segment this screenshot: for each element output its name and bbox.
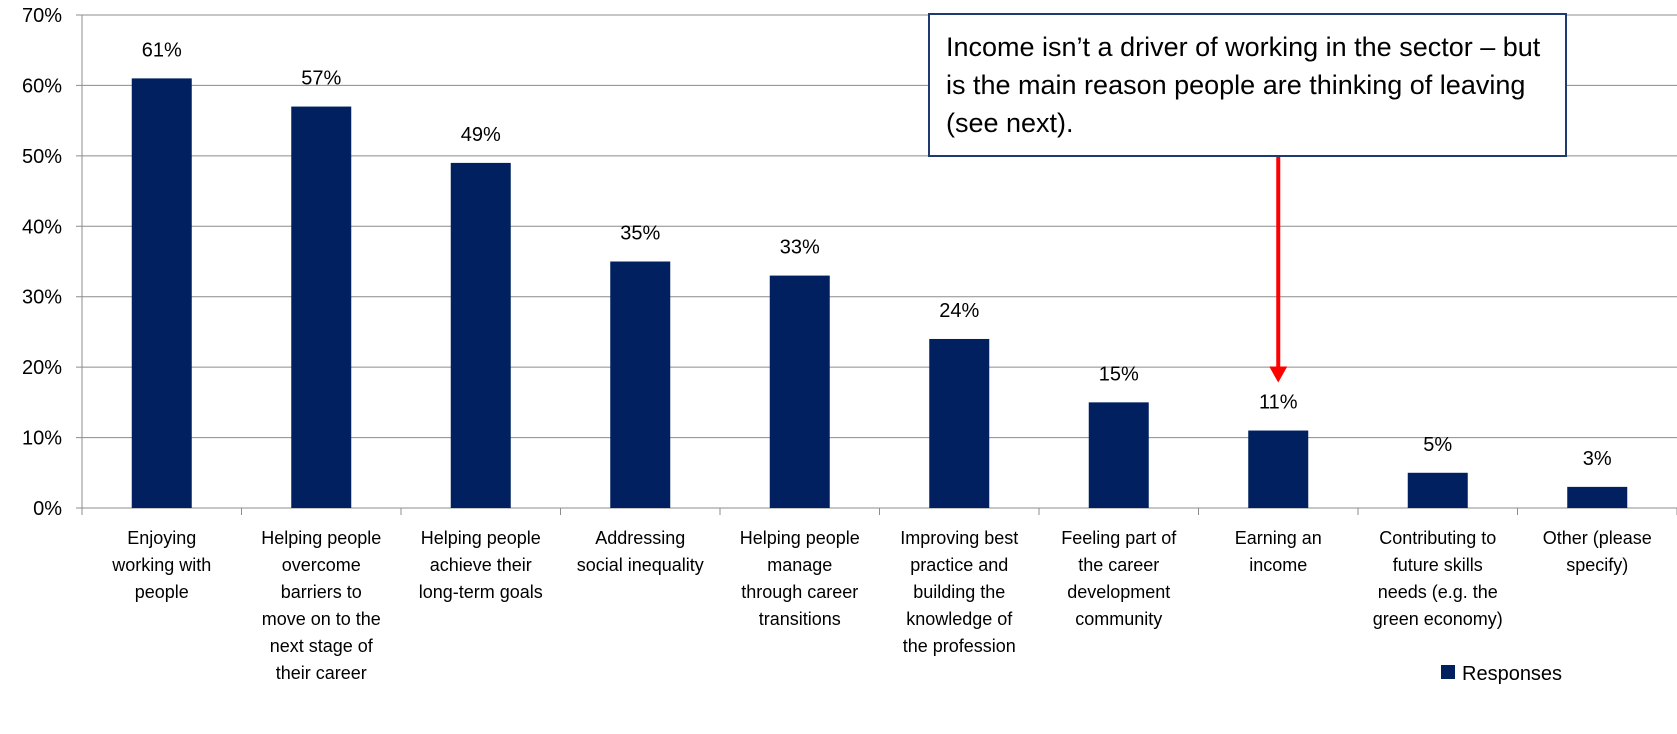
bar bbox=[450, 162, 511, 508]
data-label: 24% bbox=[939, 300, 979, 322]
y-tick-label: 70% bbox=[22, 5, 62, 27]
category-label-line: Helping people bbox=[261, 528, 381, 548]
category-label-line: their career bbox=[276, 663, 367, 683]
category-label-line: needs (e.g. the bbox=[1378, 582, 1498, 602]
y-tick-label: 30% bbox=[22, 287, 62, 309]
category-label-line: manage bbox=[767, 555, 832, 575]
category-label-line: income bbox=[1249, 555, 1307, 575]
annotation-callout: Income isn’t a driver of working in the … bbox=[928, 13, 1567, 157]
category-label: Improving best practice and building the kn… bbox=[900, 528, 1018, 656]
category-label-line: people bbox=[135, 582, 189, 602]
bar bbox=[291, 106, 352, 509]
category-label: Helping people achieve their long-term goa… bbox=[419, 528, 543, 602]
bar bbox=[769, 275, 830, 508]
y-tick-label: 50% bbox=[22, 146, 62, 168]
category-label: Helping people manage through career transi… bbox=[740, 528, 860, 629]
category-label: Other (please specify) bbox=[1543, 528, 1652, 575]
category-label-line: Enjoying bbox=[127, 528, 196, 548]
y-tick-label: 20% bbox=[22, 357, 62, 379]
category-label-line: the career bbox=[1078, 555, 1159, 575]
bar bbox=[131, 78, 192, 508]
y-tick-label: 0% bbox=[33, 498, 62, 520]
category-label-line: Addressing bbox=[595, 528, 685, 548]
category-label-line: long-term goals bbox=[419, 582, 543, 602]
data-label: 33% bbox=[780, 237, 820, 259]
category-label: Helping people overcome barriers to move on… bbox=[261, 528, 381, 683]
legend-swatch bbox=[1441, 665, 1455, 679]
data-label: 61% bbox=[142, 39, 182, 61]
category-label-line: the profession bbox=[903, 636, 1016, 656]
category-label-line: Feeling part of bbox=[1061, 528, 1177, 548]
bars bbox=[131, 78, 1628, 509]
category-label: Addressing social inequality bbox=[577, 528, 704, 575]
annotation-arrow bbox=[1269, 157, 1288, 383]
category-label-line: working with bbox=[111, 555, 211, 575]
category-label-line: next stage of bbox=[270, 636, 374, 656]
category-label-line: Contributing to bbox=[1379, 528, 1496, 548]
category-label-line: social inequality bbox=[577, 555, 704, 575]
data-label: 35% bbox=[620, 223, 660, 245]
legend-label: Responses bbox=[1462, 663, 1562, 685]
arrow-head bbox=[1269, 366, 1288, 383]
category-label: Earning an income bbox=[1235, 528, 1322, 575]
bar bbox=[1088, 402, 1149, 508]
category-label-line: through career bbox=[741, 582, 858, 602]
category-label: Feeling part of the career development comm… bbox=[1061, 528, 1177, 629]
category-label: Contributing to future skills needs (e.g. … bbox=[1373, 528, 1503, 629]
annotation-text: Income isn’t a driver of working in the … bbox=[946, 32, 1541, 138]
category-label-line: green economy) bbox=[1373, 609, 1503, 629]
data-label: 15% bbox=[1099, 363, 1139, 385]
category-label-line: practice and bbox=[910, 555, 1008, 575]
category-label-line: transitions bbox=[759, 609, 841, 629]
category-label-line: building the bbox=[913, 582, 1005, 602]
category-label-line: achieve their bbox=[430, 555, 532, 575]
category-label-line: Other (please bbox=[1543, 528, 1652, 548]
bar bbox=[610, 261, 671, 508]
data-label: 3% bbox=[1583, 448, 1612, 470]
bar bbox=[1407, 472, 1468, 508]
category-label-line: move on to the bbox=[262, 609, 381, 629]
data-label: 57% bbox=[301, 68, 341, 90]
category-label-line: Earning an bbox=[1235, 528, 1322, 548]
data-label: 11% bbox=[1259, 392, 1298, 414]
category-label-line: specify) bbox=[1566, 555, 1628, 575]
category-labels: Enjoying working with people Helping people… bbox=[111, 528, 1652, 683]
category-label-line: community bbox=[1075, 609, 1162, 629]
category-label: Enjoying working with people bbox=[111, 528, 211, 602]
y-tick-label: 10% bbox=[22, 428, 62, 450]
category-label-line: overcome bbox=[282, 555, 361, 575]
bar bbox=[1248, 430, 1309, 508]
y-tick-label: 60% bbox=[22, 75, 62, 97]
bar bbox=[1567, 486, 1628, 508]
category-label-line: knowledge of bbox=[906, 609, 1013, 629]
category-label-line: Helping people bbox=[740, 528, 860, 548]
data-labels: 61% 57% 49% 35% 33% 24% 15% 11% 5% 3% bbox=[142, 39, 1612, 469]
data-label: 5% bbox=[1423, 434, 1452, 456]
category-label-line: Improving best bbox=[900, 528, 1018, 548]
category-label-line: future skills bbox=[1393, 555, 1483, 575]
bar bbox=[929, 338, 990, 508]
y-tick-label: 40% bbox=[22, 216, 62, 238]
data-label: 49% bbox=[461, 124, 501, 146]
category-label-line: Helping people bbox=[421, 528, 541, 548]
category-label-line: development bbox=[1067, 582, 1170, 602]
category-label-line: barriers to bbox=[281, 582, 362, 602]
legend: Responses bbox=[1441, 663, 1562, 685]
